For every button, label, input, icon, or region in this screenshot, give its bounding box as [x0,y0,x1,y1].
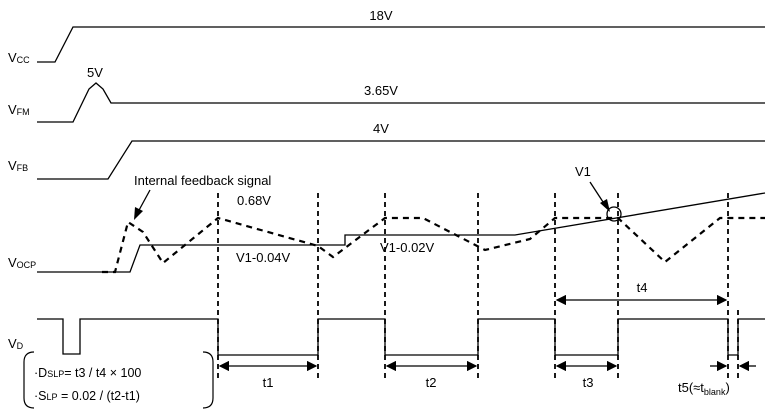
vfm-peak-label: 5V [87,65,103,80]
vfm-waveform [37,82,765,123]
v1-crossing-marker [606,206,622,222]
t3-label: t3 [583,375,594,390]
t5-label: t5(≈tblank) [678,380,730,397]
v1-label: V1 [575,164,591,179]
internal-feedback-arrow [137,189,151,213]
v1-arrowhead [600,199,610,212]
vocp-feedback-waveform [102,216,765,274]
t1-label: t1 [263,375,274,390]
vocp-label: VOCP [8,255,36,270]
t2-label: t2 [426,375,437,390]
vocp-threshold-waveform [37,192,766,273]
vcc-label: VCC [8,50,30,65]
v1-minus-002-label: V1-0.02V [380,240,435,255]
vfm-level-label: 3.65V [364,83,398,98]
formula-bracket [23,351,214,409]
vfb-level-label: 4V [373,121,389,136]
internal-feedback-arrowhead [134,207,143,220]
vfm-label: VFM [8,102,30,117]
v1-minus-004-label: V1-0.04V [236,250,291,265]
v1-arrow [589,181,606,206]
vd-waveform [37,318,765,356]
internal-feedback-label: Internal feedback signal [134,173,271,188]
vd-label: VD [8,336,24,351]
vfb-label: VFB [8,158,28,173]
vcc-level-label: 18V [369,8,392,23]
ocp-peak-label: 0.68V [237,193,271,208]
vcc-waveform [37,26,765,63]
vfb-waveform [37,140,765,180]
formula-slp: ·SLP = 0.02 / (t2-t1) [34,389,140,403]
t4-label: t4 [637,280,648,295]
formula-dslp: ·DSLP= t3 / t4 × 100 [34,366,141,380]
